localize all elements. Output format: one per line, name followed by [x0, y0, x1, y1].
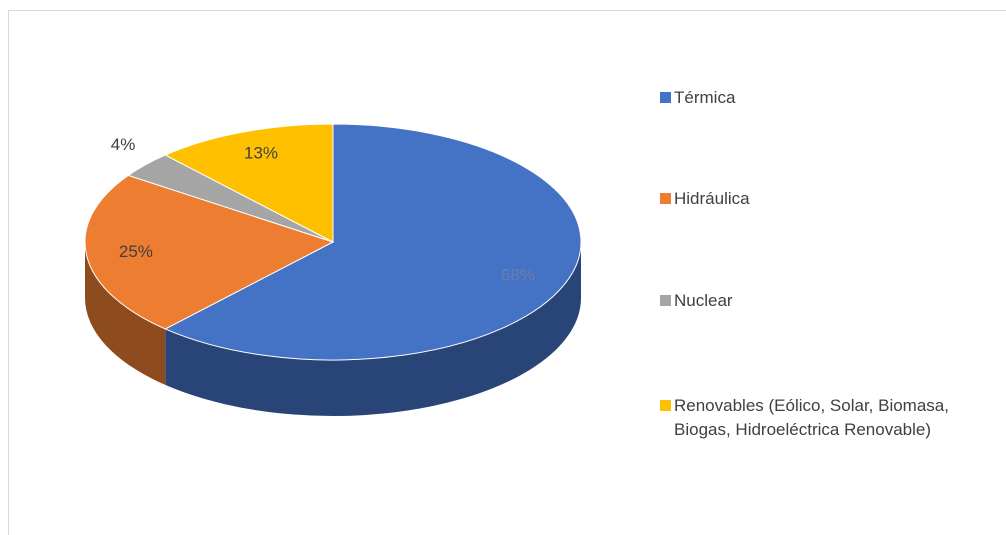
legend-item: Renovables (Eólico, Solar, Biomasa, Biog…	[660, 394, 960, 442]
chart-border	[8, 10, 1006, 535]
legend-label: Térmica	[674, 88, 736, 107]
pie-slice	[164, 123, 334, 243]
pie-slice-side	[165, 242, 581, 417]
legend-swatch	[660, 193, 671, 204]
legend-label: Renovables (Eólico, Solar, Biomasa, Biog…	[674, 396, 949, 439]
pie-slice-side	[85, 242, 166, 385]
pie-slice	[84, 174, 335, 330]
legend-swatch	[660, 295, 671, 306]
data-label: 25%	[119, 242, 153, 261]
data-label: 13%	[244, 144, 278, 163]
legend-item: Hidráulica	[660, 187, 960, 211]
legend-item: Térmica	[660, 86, 960, 110]
legend-label: Nuclear	[674, 291, 733, 310]
legend-item: Nuclear	[660, 289, 960, 313]
legend-label: Hidráulica	[674, 189, 750, 208]
legend-swatch	[660, 400, 671, 411]
data-label: 4%	[111, 135, 136, 154]
data-label: 68%	[501, 266, 535, 285]
pie-slice	[164, 123, 582, 361]
legend-swatch	[660, 92, 671, 103]
